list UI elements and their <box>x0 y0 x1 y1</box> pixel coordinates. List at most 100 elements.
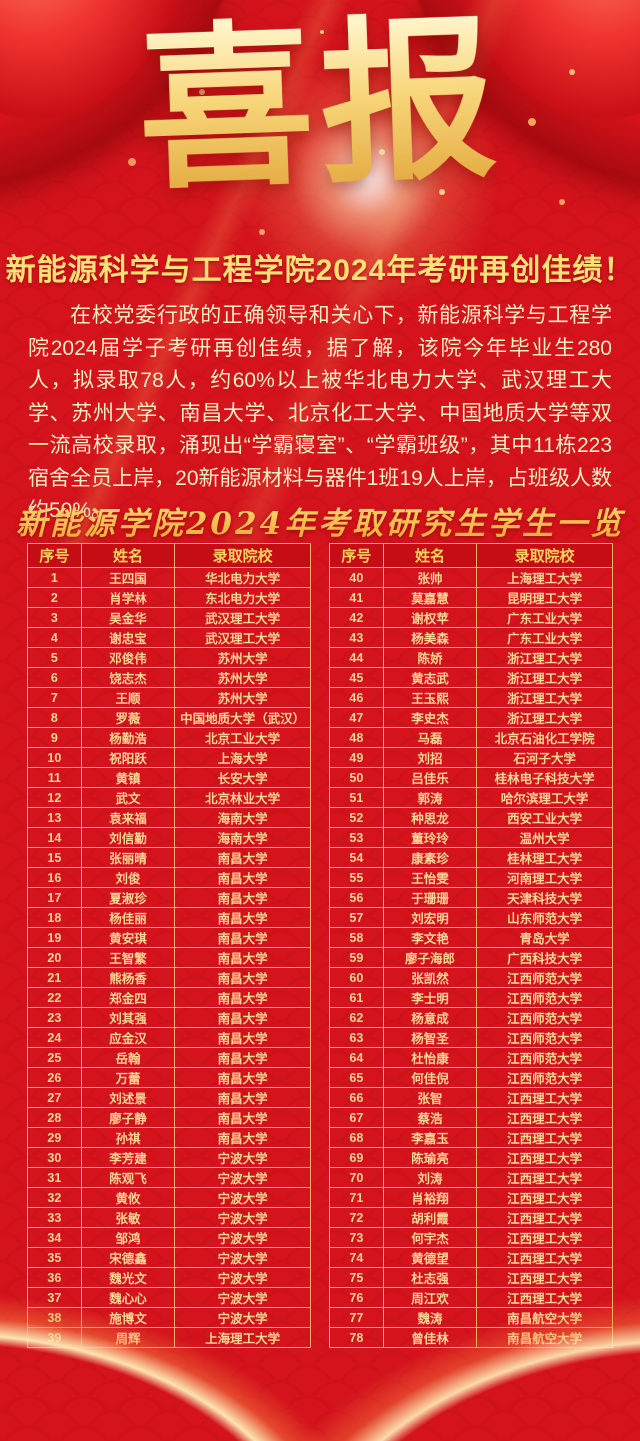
table-row: 31 陈观飞 宁波大学 <box>27 1167 311 1188</box>
admission-table-left: 序号 姓名 录取院校 1 王四国 华北电力大学 2 肖学林 东北电力大学 3 吴金华 武汉理工大学 4… <box>27 543 311 1348</box>
cell-name: 廖子海郎 <box>382 947 478 968</box>
cell-no: 47 <box>329 707 384 728</box>
cell-school: 西安工业大学 <box>476 807 613 828</box>
table-row: 65 何佳倪 江西师范大学 <box>329 1067 613 1088</box>
cell-school: 海南大学 <box>174 827 311 848</box>
cell-name: 黄志武 <box>382 667 478 688</box>
cell-no: 34 <box>27 1227 82 1248</box>
cell-school: 江西理工大学 <box>476 1147 613 1168</box>
cell-name: 岳翰 <box>80 1047 176 1068</box>
cell-no: 71 <box>329 1187 384 1208</box>
cell-no: 36 <box>27 1267 82 1288</box>
cell-school: 南昌大学 <box>174 1107 311 1128</box>
table-row: 21 熊杨香 南昌大学 <box>27 967 311 988</box>
cell-no: 43 <box>329 627 384 648</box>
table-row: 45 黄志武 浙江理工大学 <box>329 667 613 688</box>
cell-name: 周辉 <box>80 1327 176 1348</box>
cell-school: 宁波大学 <box>174 1287 311 1308</box>
table-row: 76 周江欢 江西理工大学 <box>329 1287 613 1308</box>
cell-no: 10 <box>27 747 82 768</box>
cell-school: 北京林业大学 <box>174 787 311 808</box>
cell-no: 61 <box>329 987 384 1008</box>
cell-school: 江西理工大学 <box>476 1187 613 1208</box>
table-row: 71 肖裕翔 江西理工大学 <box>329 1187 613 1208</box>
cell-name: 刘其强 <box>80 1007 176 1028</box>
cell-school: 江西师范大学 <box>476 987 613 1008</box>
cell-school: 浙江理工大学 <box>476 647 613 668</box>
table-row: 1 王四国 华北电力大学 <box>27 567 311 588</box>
cell-name: 王顺 <box>80 687 176 708</box>
table-row: 20 王智繁 南昌大学 <box>27 947 311 968</box>
cell-no: 70 <box>329 1167 384 1188</box>
cell-name: 张智 <box>382 1087 478 1108</box>
cell-no: 51 <box>329 787 384 808</box>
cell-school: 南昌大学 <box>174 1047 311 1068</box>
cell-school: 江西师范大学 <box>476 1027 613 1048</box>
cell-school: 宁波大学 <box>174 1147 311 1168</box>
cell-school: 江西理工大学 <box>476 1167 613 1188</box>
table-row: 28 廖子静 南昌大学 <box>27 1107 311 1128</box>
table-row: 23 刘其强 南昌大学 <box>27 1007 311 1028</box>
cell-no: 2 <box>27 587 82 608</box>
table-row: 22 郑金四 南昌大学 <box>27 987 311 1008</box>
cell-school: 南昌航空大学 <box>476 1307 613 1328</box>
cell-name: 曾佳林 <box>382 1327 478 1348</box>
cell-name: 袁来福 <box>80 807 176 828</box>
table-row: 74 黄德望 江西理工大学 <box>329 1247 613 1268</box>
cell-name: 廖子静 <box>80 1107 176 1128</box>
cell-school: 南昌大学 <box>174 907 311 928</box>
cell-name: 黄镇 <box>80 767 176 788</box>
table-row: 3 吴金华 武汉理工大学 <box>27 607 311 628</box>
cell-no: 65 <box>329 1067 384 1088</box>
cell-name: 种思龙 <box>382 807 478 828</box>
cell-school: 江西理工大学 <box>476 1287 613 1308</box>
cell-name: 王怡雯 <box>382 867 478 888</box>
table-row: 17 夏淑珍 南昌大学 <box>27 887 311 908</box>
cell-no: 21 <box>27 967 82 988</box>
table-row: 48 马磊 北京石油化工学院 <box>329 727 613 748</box>
cell-school: 广东工业大学 <box>476 607 613 628</box>
cell-school: 南昌大学 <box>174 1087 311 1108</box>
cell-name: 李芳建 <box>80 1147 176 1168</box>
table-row: 52 种思龙 西安工业大学 <box>329 807 613 828</box>
table-row: 54 康素珍 桂林理工大学 <box>329 847 613 868</box>
table-row: 72 胡利霞 江西理工大学 <box>329 1207 613 1228</box>
cell-no: 54 <box>329 847 384 868</box>
table-row: 30 李芳建 宁波大学 <box>27 1147 311 1168</box>
cell-no: 30 <box>27 1147 82 1168</box>
table-row: 42 谢权苹 广东工业大学 <box>329 607 613 628</box>
cell-school: 苏州大学 <box>174 667 311 688</box>
table-row: 27 刘述景 南昌大学 <box>27 1087 311 1108</box>
cell-school: 江西理工大学 <box>476 1107 613 1128</box>
cell-no: 44 <box>329 647 384 668</box>
cell-no: 50 <box>329 767 384 788</box>
cell-name: 郑金四 <box>80 987 176 1008</box>
cell-name: 应金汉 <box>80 1027 176 1048</box>
table-row: 77 魏涛 南昌航空大学 <box>329 1307 613 1328</box>
cell-no: 45 <box>329 667 384 688</box>
cell-no: 60 <box>329 967 384 988</box>
cell-name: 胡利霞 <box>382 1207 478 1228</box>
table-row: 11 黄镇 长安大学 <box>27 767 311 788</box>
cell-name: 魏光文 <box>80 1267 176 1288</box>
cell-no: 16 <box>27 867 82 888</box>
cell-no: 14 <box>27 827 82 848</box>
cell-school: 山东师范大学 <box>476 907 613 928</box>
cell-school: 武汉理工大学 <box>174 627 311 648</box>
cell-no: 17 <box>27 887 82 908</box>
cell-no: 73 <box>329 1227 384 1248</box>
cell-no: 39 <box>27 1327 82 1348</box>
table-row: 38 施博文 宁波大学 <box>27 1307 311 1328</box>
cell-school: 南昌大学 <box>174 927 311 948</box>
table-row: 32 黄攸 宁波大学 <box>27 1187 311 1208</box>
admission-tables: 序号 姓名 录取院校 1 王四国 华北电力大学 2 肖学林 东北电力大学 3 吴金华 武汉理工大学 4… <box>27 543 613 1348</box>
cell-school: 江西理工大学 <box>476 1207 613 1228</box>
cell-no: 8 <box>27 707 82 728</box>
table-row: 2 肖学林 东北电力大学 <box>27 587 311 608</box>
cell-no: 33 <box>27 1207 82 1228</box>
cell-name: 杨智圣 <box>382 1027 478 1048</box>
cell-no: 37 <box>27 1287 82 1308</box>
cell-name: 刘涛 <box>382 1167 478 1188</box>
table-row: 26 万蕾 南昌大学 <box>27 1067 311 1088</box>
cell-name: 夏淑珍 <box>80 887 176 908</box>
